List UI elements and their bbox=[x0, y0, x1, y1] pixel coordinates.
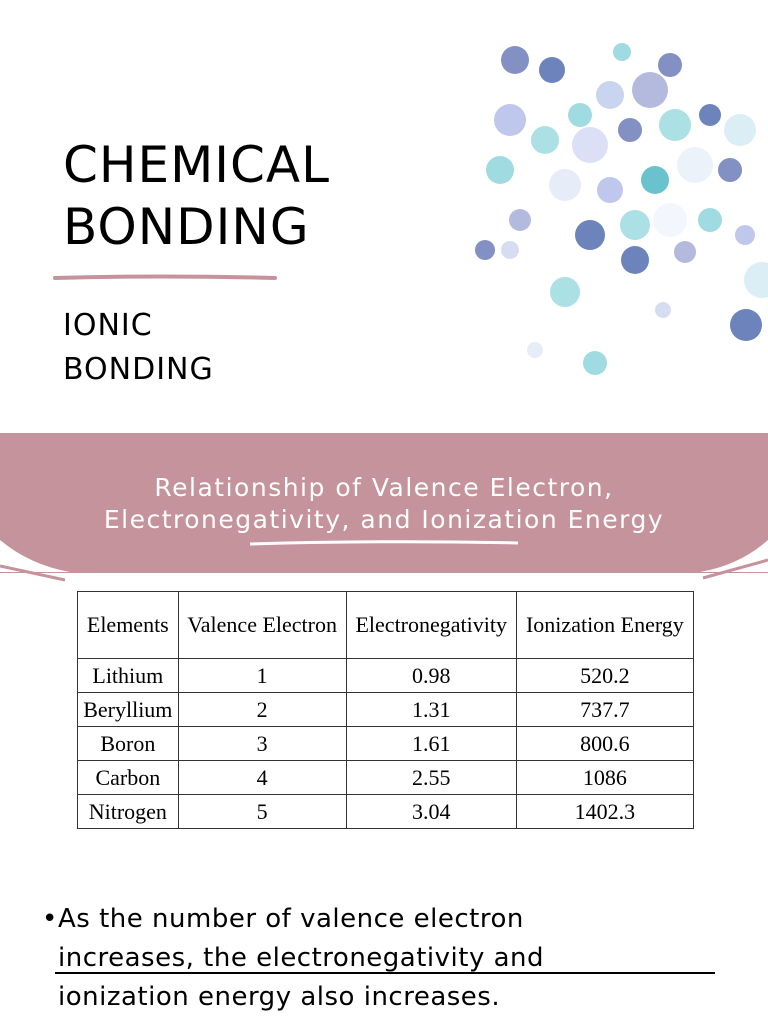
table-cell: 4 bbox=[177, 760, 347, 795]
table-body: Lithium 1 0.98 520.2 Beryllium 2 1.31 737.7 Boro… bbox=[77, 658, 695, 829]
banner bbox=[0, 433, 768, 573]
table-row: Lithium 1 0.98 520.2 bbox=[77, 658, 695, 693]
bullet-dot: • bbox=[42, 904, 58, 934]
banner-title: Relationship of Valence Electron, Electr… bbox=[0, 472, 768, 536]
table-cell: Carbon bbox=[77, 760, 179, 795]
table-cell: 2 bbox=[177, 692, 347, 727]
table-cell: Beryllium bbox=[77, 692, 179, 727]
subtitle-line: BONDING bbox=[63, 352, 214, 387]
table-cell: 1.61 bbox=[345, 726, 517, 761]
subtitle: IONIC BONDING bbox=[63, 304, 214, 392]
table-row: Beryllium 2 1.31 737.7 bbox=[77, 692, 695, 727]
bullet: • As the number of valence electron incr… bbox=[42, 900, 545, 1017]
bullet-underline bbox=[55, 972, 715, 974]
table-cell: 5 bbox=[177, 794, 347, 829]
table-cell: 3 bbox=[177, 726, 347, 761]
table-cell: 1.31 bbox=[345, 692, 517, 727]
data-table: Elements Valence Electron Electronegativit… bbox=[77, 591, 695, 829]
banner-line: Electronegativity, and Ionization Energy bbox=[103, 505, 665, 534]
table-row: Boron 3 1.61 800.6 bbox=[77, 726, 695, 761]
bullet-line: increases, the electronegativity and bbox=[58, 943, 545, 973]
column-header: Ionization Energy bbox=[515, 591, 695, 659]
title-underline bbox=[53, 274, 277, 280]
table-cell: 3.04 bbox=[345, 794, 517, 829]
subtitle-line: IONIC bbox=[63, 308, 153, 343]
column-header: Valence Electron bbox=[177, 591, 347, 659]
table-row: Carbon 4 2.55 1086 bbox=[77, 760, 695, 795]
column-header: Electronegativity bbox=[345, 591, 517, 659]
banner-corners bbox=[0, 540, 768, 582]
column-header: Elements bbox=[77, 591, 179, 659]
table-cell: 1086 bbox=[515, 760, 695, 795]
table-cell: 800.6 bbox=[515, 726, 695, 761]
table-cell: 2.55 bbox=[345, 760, 517, 795]
table-cell: 737.7 bbox=[515, 692, 695, 727]
title-line: CHEMICAL bbox=[63, 136, 330, 194]
table-row: Nitrogen 5 3.04 1402.3 bbox=[77, 794, 695, 829]
bullet-line: As the number of valence electron bbox=[58, 904, 524, 934]
table-cell: 520.2 bbox=[515, 658, 695, 693]
table-cell: 1402.3 bbox=[515, 794, 695, 829]
title: CHEMICAL BONDING bbox=[63, 134, 330, 258]
table-cell: 1 bbox=[177, 658, 347, 693]
table-cell: 0.98 bbox=[345, 658, 517, 693]
table-cell: Nitrogen bbox=[77, 794, 179, 829]
title-line: BONDING bbox=[63, 198, 310, 256]
table-cell: Boron bbox=[77, 726, 179, 761]
banner-line: Relationship of Valence Electron, bbox=[154, 473, 614, 502]
header-row: Elements Valence Electron Electronegativit… bbox=[77, 591, 695, 659]
table-cell: Lithium bbox=[77, 658, 179, 693]
bubbles-decoration bbox=[475, 43, 768, 375]
bullet-line: ionization energy also increases. bbox=[58, 982, 501, 1012]
